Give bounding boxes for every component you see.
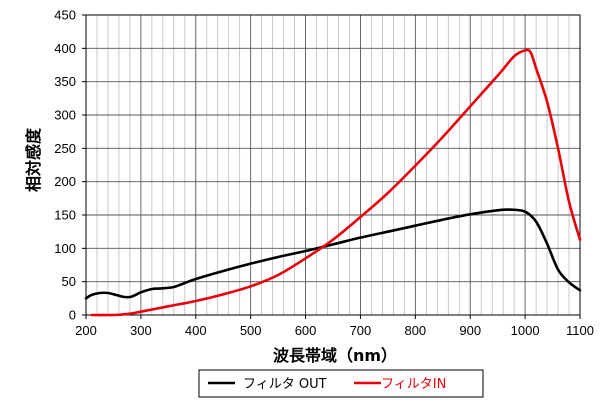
x-tick-label: 400 xyxy=(185,323,207,338)
x-tick-labels: 200 300 400 500 600 700 800 900 1000 1100 xyxy=(75,315,594,338)
y-tick-label: 50 xyxy=(62,274,76,289)
x-tick-label: 1100 xyxy=(566,323,594,338)
y-tick-label: 250 xyxy=(54,141,76,156)
x-tick-label: 800 xyxy=(404,323,426,338)
plot-area xyxy=(85,14,581,316)
x-tick-label: 1000 xyxy=(511,323,540,338)
x-tick-label: 700 xyxy=(350,323,372,338)
y-tick-label: 300 xyxy=(54,108,76,123)
major-gridlines xyxy=(86,15,580,315)
series-layer xyxy=(84,48,582,317)
y-tick-labels: 0 50 100 150 200 250 300 350 400 450 xyxy=(54,8,86,323)
x-tick-label: 200 xyxy=(75,323,97,338)
x-tick-label: 500 xyxy=(240,323,262,338)
x-tick-label: 300 xyxy=(130,323,152,338)
y-tick-label: 150 xyxy=(54,208,76,223)
y-tick-label: 200 xyxy=(54,174,76,189)
y-tick-label: 0 xyxy=(69,308,76,323)
x-tick-label: 600 xyxy=(295,323,317,338)
x-tick-label: 900 xyxy=(459,323,481,338)
legend: フィルタ OUT フィルタIN xyxy=(198,369,484,398)
series-line-1 xyxy=(90,48,582,317)
legend-box xyxy=(198,369,484,398)
y-tick-label: 350 xyxy=(54,74,76,89)
y-tick-label: 400 xyxy=(54,41,76,56)
series-line-0 xyxy=(84,208,582,300)
x-axis-title: 波長帯域（nm） xyxy=(273,346,397,365)
y-tick-label: 100 xyxy=(54,241,76,256)
minor-gridlines xyxy=(96,15,570,315)
y-axis-title: 相対感度 xyxy=(24,127,43,192)
legend-label-series-0: フィルタ OUT xyxy=(243,377,327,392)
y-tick-label: 450 xyxy=(54,8,76,23)
legend-label-series-1: フィルタIN xyxy=(381,377,446,392)
